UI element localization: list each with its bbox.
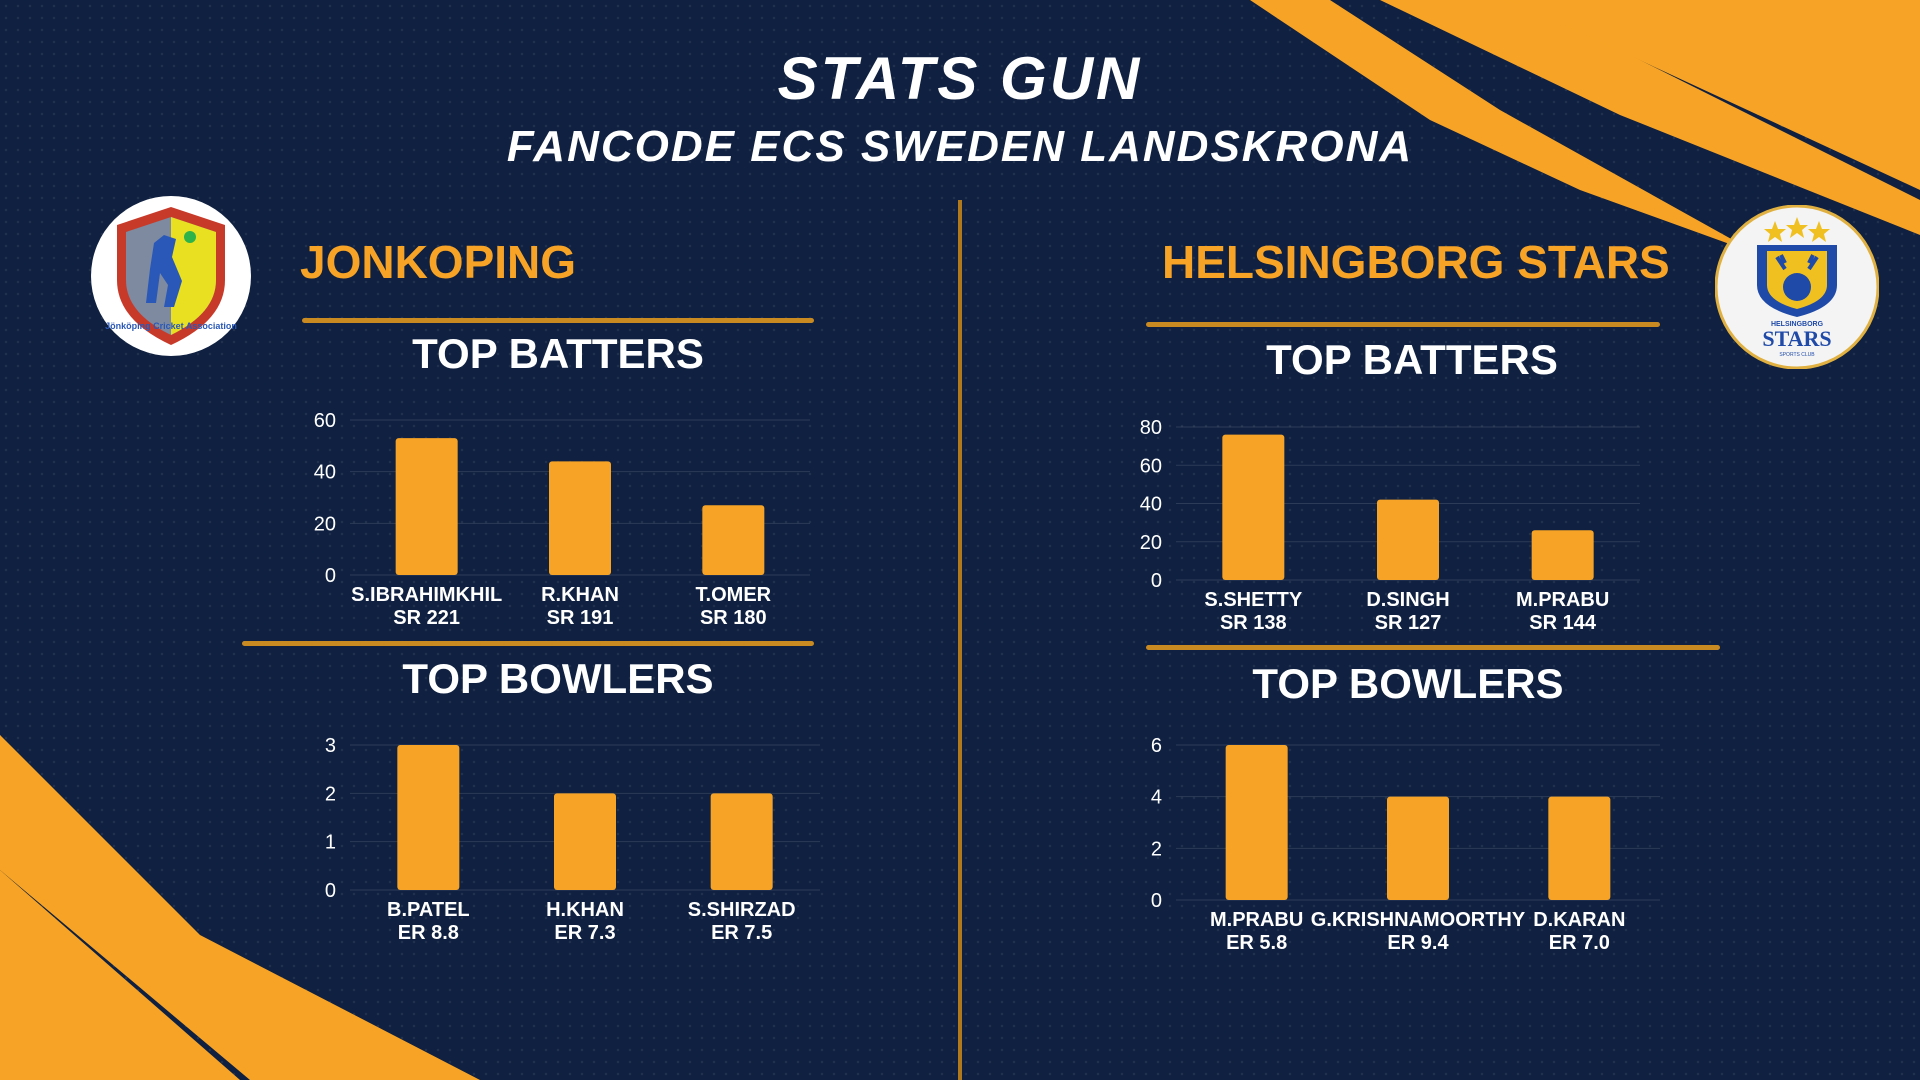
y-tick-label: 3 [325,735,336,757]
helsingborg-logo-toptext: HELSINGBORG [1771,321,1824,328]
bar [397,745,460,890]
x-sublabel: SR 127 [1375,612,1442,634]
y-tick-label: 20 [314,513,336,535]
right-team-name: HELSINGBORG STARS [1162,236,1670,288]
right-batters-title: TOP BATTERS [1266,336,1558,383]
right-bowlers-title: TOP BOWLERS [1252,660,1564,707]
x-category-label: G.KRISHNAMOORTHY [1311,909,1526,931]
y-tick-label: 0 [325,565,336,587]
x-sublabel: ER 7.0 [1549,932,1610,954]
x-category-label: D.SINGH [1366,589,1449,611]
x-category-label: H.KHAN [546,899,624,921]
bar [1377,499,1439,580]
x-sublabel: ER 7.3 [554,922,615,944]
x-category-label: S.SHIRZAD [688,899,796,921]
left-batters-title: TOP BATTERS [412,330,704,377]
y-tick-label: 0 [325,880,336,902]
jonkoping-logo: Jönköping Cricket Association [90,195,252,362]
x-sublabel: ER 8.8 [398,922,459,944]
x-category-label: M.PRABU [1516,589,1609,611]
left-team-underline [302,318,814,323]
x-category-label: D.KARAN [1533,909,1625,931]
y-tick-label: 6 [1151,735,1162,757]
x-category-label: S.SHETTY [1204,589,1302,611]
x-sublabel: SR 221 [393,607,460,629]
x-category-label: B.PATEL [387,899,470,921]
y-tick-label: 60 [314,410,336,432]
y-tick-label: 0 [1151,570,1162,592]
x-sublabel: SR 138 [1220,612,1287,634]
helsingborg-logo-maintext: STARS [1762,326,1831,351]
left-section-divider [242,641,814,646]
y-tick-label: 40 [314,462,336,484]
left-bowlers-title: TOP BOWLERS [402,655,714,702]
y-tick-label: 20 [1140,532,1162,554]
x-sublabel: ER 7.5 [711,922,772,944]
jonkoping-logo-text: Jönköping Cricket Association [105,321,237,331]
bar [549,461,611,575]
helsingborg-logo: HELSINGBORG STARS SPORTS CLUB [1714,204,1880,374]
bar [395,438,458,575]
y-tick-label: 80 [1140,417,1162,439]
bar [1225,745,1288,900]
x-category-label: M.PRABU [1210,909,1303,931]
y-tick-label: 0 [1151,890,1162,912]
y-tick-label: 2 [325,783,336,805]
x-category-label: T.OMER [696,584,772,606]
bar [554,793,616,890]
left-team-name: JONKOPING [300,236,577,288]
x-category-label: R.KHAN [541,584,619,606]
y-tick-label: 40 [1140,494,1162,516]
y-tick-label: 4 [1151,787,1162,809]
center-divider [958,200,962,1080]
y-tick-label: 60 [1140,455,1162,477]
x-sublabel: SR 191 [547,607,614,629]
helsingborg-logo-bottomtext: SPORTS CLUB [1779,352,1815,358]
x-sublabel: SR 144 [1529,612,1597,634]
bar [702,505,765,575]
x-category-label: S.IBRAHIMKHIL [351,584,502,606]
bar [1222,434,1285,580]
y-tick-label: 2 [1151,838,1162,860]
y-tick-label: 1 [325,832,336,854]
bar [1387,796,1449,900]
subtitle: FANCODE ECS SWEDEN LANDSKRONA [506,122,1414,171]
bar [710,793,773,890]
bar [1531,530,1594,580]
main-title: STATS GUN [777,45,1143,112]
x-sublabel: ER 9.4 [1387,932,1449,954]
right-team-underline [1146,322,1660,327]
x-sublabel: SR 180 [700,607,767,629]
right-section-divider [1146,645,1720,650]
x-sublabel: ER 5.8 [1226,932,1287,954]
bar [1548,796,1611,900]
